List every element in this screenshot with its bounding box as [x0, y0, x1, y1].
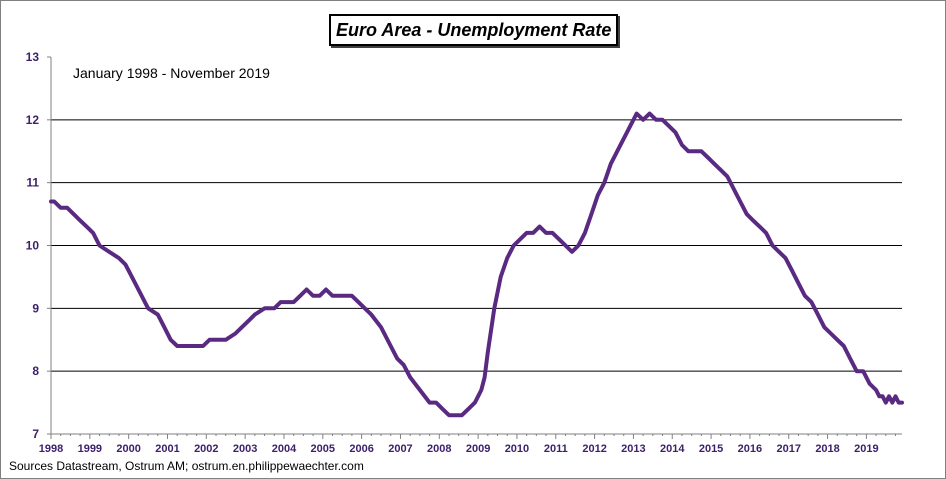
- x-tick-label: 2007: [388, 443, 412, 455]
- x-tick-label: 2001: [155, 443, 179, 455]
- x-tick-label: 2017: [776, 443, 800, 455]
- x-tick-label: 2011: [544, 443, 568, 455]
- y-tick-label: 7: [32, 427, 39, 441]
- x-tick-label: 2019: [854, 443, 878, 455]
- y-tick-label: 13: [26, 50, 40, 64]
- series-layer: [49, 111, 904, 418]
- x-tick-label: 2010: [505, 443, 529, 455]
- x-axis-tick-labels: 1998 1999 2000 2001 2002 2003 2004 2005 2006 2007…: [39, 443, 879, 455]
- x-tick-label: 2000: [116, 443, 140, 455]
- y-tick-label: 8: [32, 364, 39, 378]
- date-range-annotation: January 1998 - November 2019: [73, 65, 270, 81]
- chart-title: Euro Area - Unemployment Rate: [336, 19, 612, 40]
- x-tick-label: 2005: [311, 443, 335, 455]
- x-tick-label: 2009: [466, 443, 490, 455]
- x-tick-label: 2003: [233, 443, 257, 455]
- x-tick-label: 2016: [738, 443, 762, 455]
- x-tick-label: 2012: [582, 443, 606, 455]
- x-tick-label: 2004: [272, 443, 297, 455]
- y-axis-tick-labels: 7 8 9 10 11 12 13: [26, 50, 40, 441]
- x-tick-label: 2006: [349, 443, 373, 455]
- y-tick-label: 12: [26, 113, 40, 127]
- x-tick-label: 2015: [699, 443, 723, 455]
- series-line-unemployment-rate: [49, 111, 904, 418]
- y-tick-label: 9: [32, 301, 39, 315]
- chart-title-box: Euro Area - Unemployment Rate: [329, 14, 619, 46]
- y-tick-label: 10: [26, 239, 40, 253]
- axes: [47, 56, 902, 439]
- x-tick-label: 1998: [39, 443, 63, 455]
- gridlines: [51, 119, 902, 372]
- x-tick-label: 2013: [621, 443, 645, 455]
- x-tick-label: 2002: [194, 443, 218, 455]
- source-note: Sources Datastream, Ostrum AM; ostrum.en…: [9, 459, 364, 473]
- x-tick-label: 2018: [815, 443, 839, 455]
- x-tick-label: 2008: [427, 443, 451, 455]
- x-tick-label: 1999: [78, 443, 102, 455]
- y-tick-label: 11: [26, 176, 39, 190]
- x-tick-label: 2014: [660, 443, 685, 455]
